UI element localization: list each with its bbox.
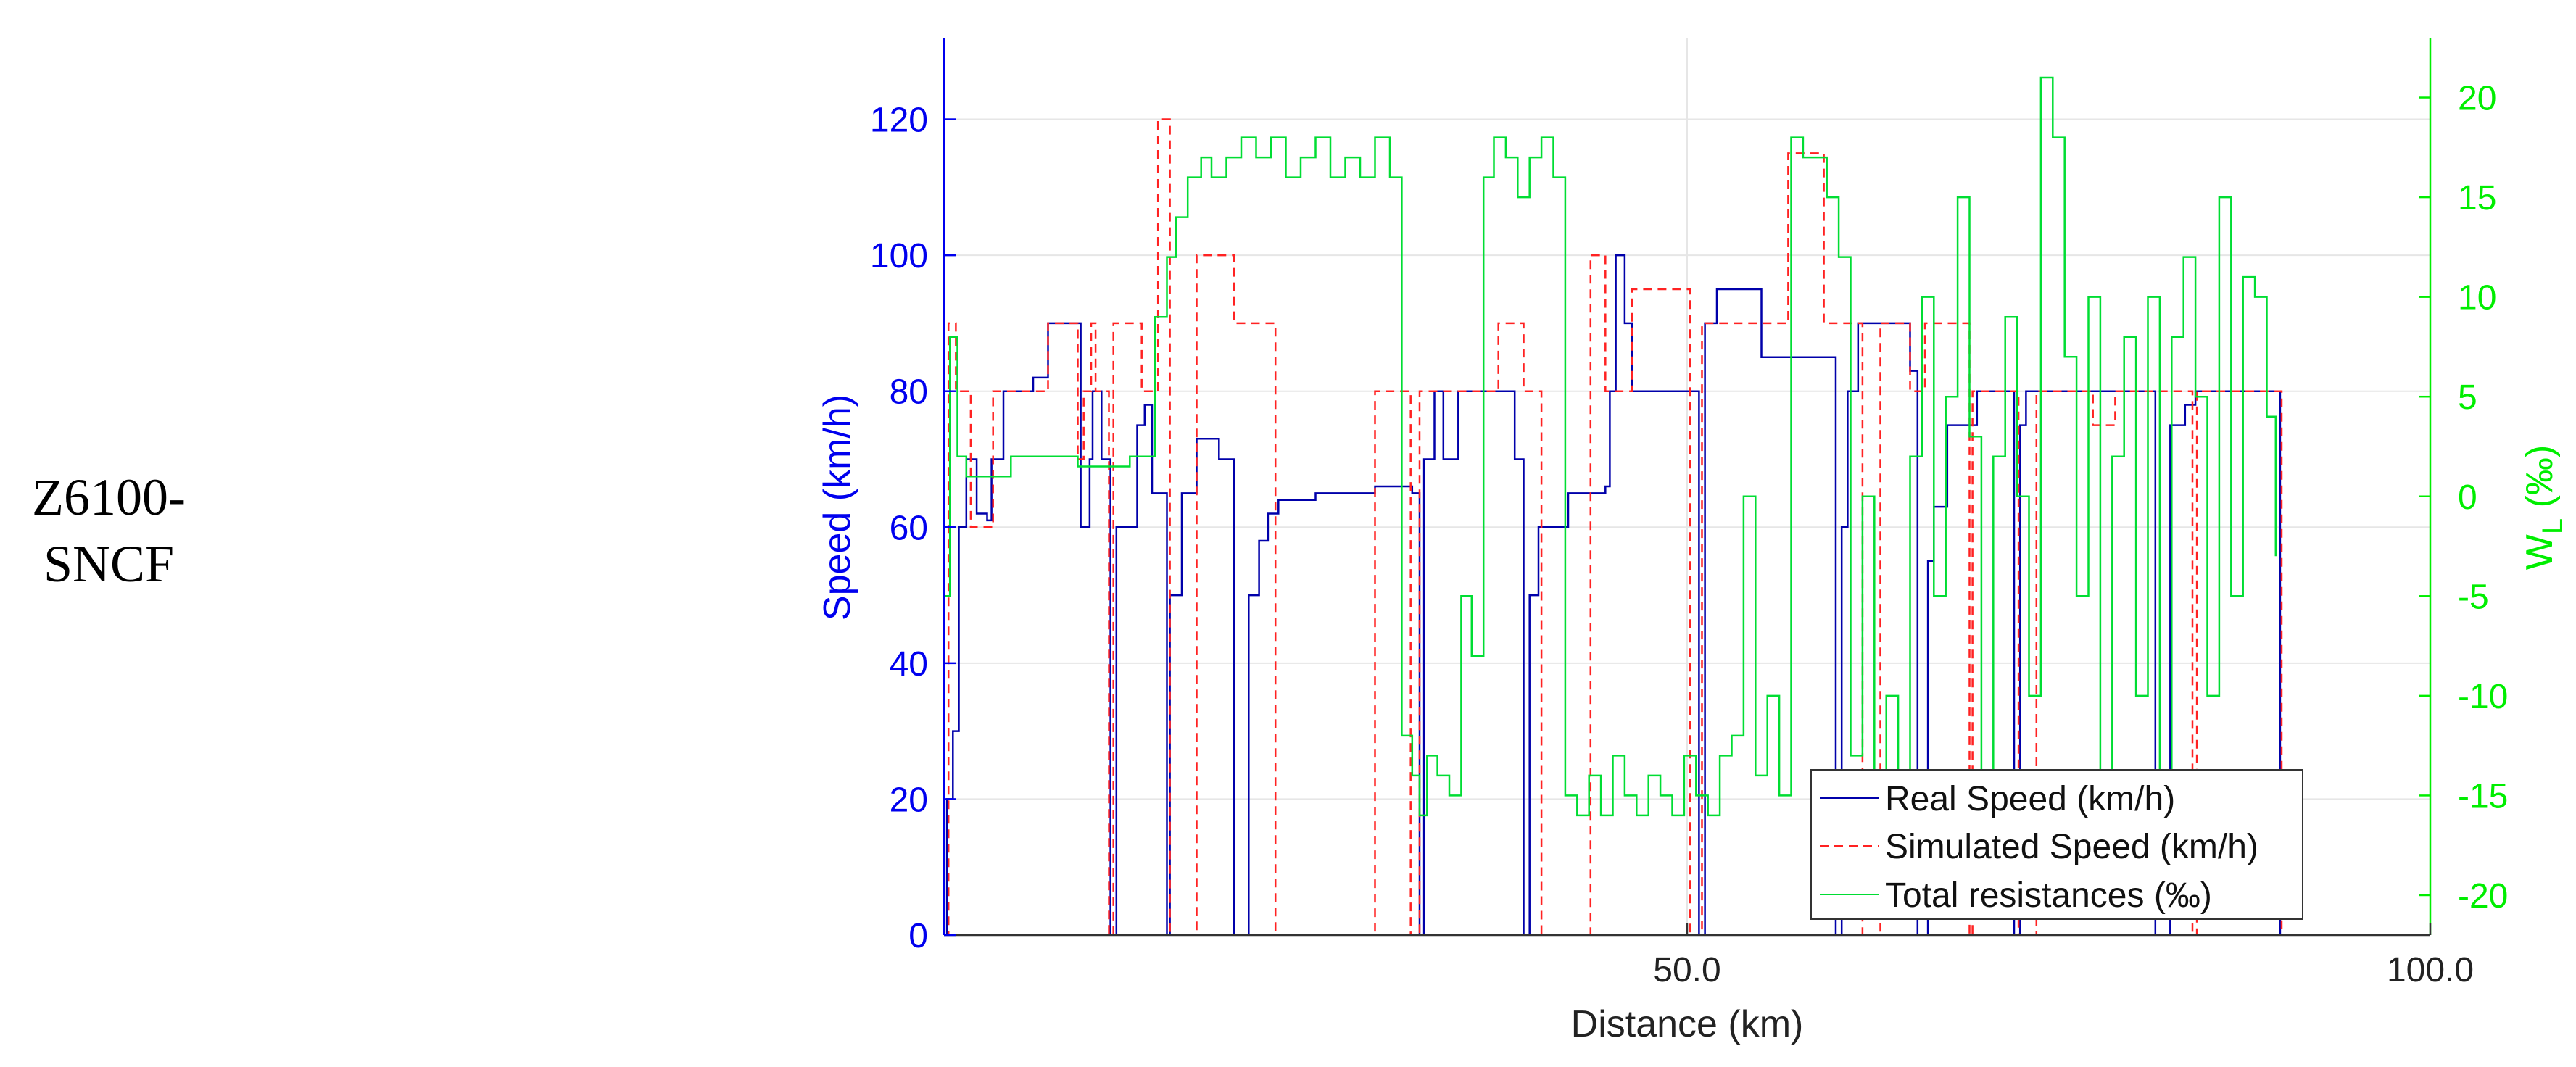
- series-line-total-resistances: [944, 76, 2277, 817]
- y2-tick-label-7: 15: [2458, 179, 2496, 217]
- y2-tick-label-5: 5: [2458, 378, 2477, 417]
- y2-axis-label-sub: L: [2537, 518, 2569, 534]
- legend: Real Speed (km/h) Simulated Speed (km/h)…: [1810, 769, 2303, 920]
- y-tick-label-6: 120: [870, 101, 928, 140]
- x-tick-label-0: 50.0: [1653, 951, 1720, 989]
- y-tick-label-2: 40: [890, 645, 928, 684]
- legend-label-total-resistances: Total resistances (‰): [1885, 876, 2212, 915]
- series-group: [944, 76, 2283, 935]
- y2-tick-label-8: 20: [2458, 80, 2496, 118]
- y-tick-label-1: 20: [890, 781, 928, 819]
- y2-axis-label: WL (‰): [2519, 445, 2569, 570]
- y-tick-label-3: 60: [890, 509, 928, 547]
- axes: [943, 38, 2432, 937]
- y-axis-label: Speed (km/h): [816, 394, 858, 620]
- x-tick-label-1: 100.0: [2387, 951, 2474, 989]
- y2-tick-label-1: -15: [2458, 777, 2508, 815]
- y-tick-label-5: 100: [870, 237, 928, 275]
- x-axis-label: Distance (km): [1571, 1003, 1804, 1045]
- legend-box: [1810, 769, 2303, 920]
- y-tick-label-0: 0: [908, 917, 928, 955]
- row-label: Z6100- SNCF: [0, 464, 218, 597]
- y-tick-label-4: 80: [890, 373, 928, 412]
- row-label-line-1: Z6100-: [32, 468, 186, 526]
- row-label-line-2: SNCF: [43, 535, 175, 593]
- y2-tick-label-3: -5: [2458, 578, 2489, 616]
- y2-axis-label-tail: (‰): [2519, 445, 2561, 518]
- y2-axis-label-main: W: [2519, 534, 2561, 570]
- legend-label-real-speed: Real Speed (km/h): [1885, 780, 2175, 818]
- tick-labels: 0 20 40 60 80 100 120 -20 -15 -10 -5 0 5 10 15 20 50.0 10…: [870, 80, 2508, 989]
- legend-label-simulated-speed: Simulated Speed (km/h): [1885, 828, 2258, 866]
- series-line-simulated-speed: [944, 118, 2283, 935]
- y2-tick-label-6: 10: [2458, 279, 2496, 317]
- y2-tick-label-4: 0: [2458, 478, 2477, 517]
- y2-tick-label-0: -20: [2458, 877, 2508, 916]
- y2-tick-label-2: -10: [2458, 678, 2508, 716]
